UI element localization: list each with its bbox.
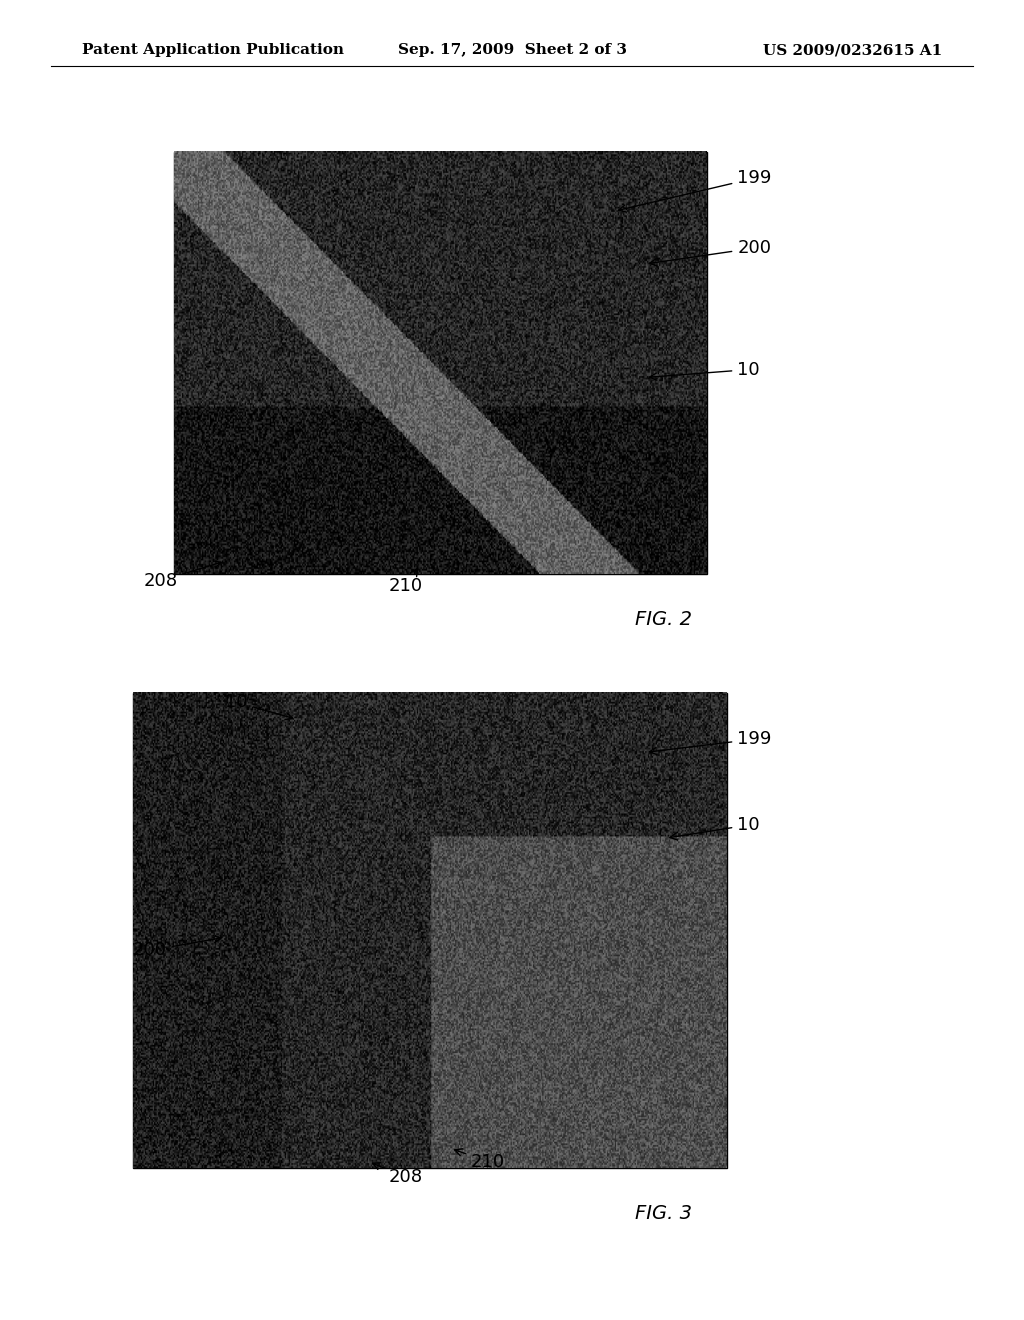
Text: US 2009/0232615 A1: US 2009/0232615 A1 [763, 44, 942, 57]
FancyBboxPatch shape [174, 152, 707, 574]
Text: 210: 210 [455, 1148, 505, 1171]
Text: 199: 199 [649, 730, 772, 755]
Text: 10: 10 [649, 360, 760, 380]
Text: 200: 200 [649, 239, 771, 265]
Text: 208: 208 [143, 561, 221, 590]
Text: 208: 208 [373, 1163, 423, 1187]
Text: 10: 10 [670, 816, 760, 840]
Text: 199: 199 [618, 169, 772, 213]
FancyBboxPatch shape [133, 693, 727, 1168]
Text: 200: 200 [133, 936, 221, 960]
Text: FIG. 2: FIG. 2 [635, 610, 692, 628]
Text: 210: 210 [389, 569, 423, 595]
Text: Patent Application Publication: Patent Application Publication [82, 44, 344, 57]
Text: Sep. 17, 2009  Sheet 2 of 3: Sep. 17, 2009 Sheet 2 of 3 [397, 44, 627, 57]
Text: FIG. 3: FIG. 3 [635, 1204, 692, 1222]
Text: 10: 10 [225, 693, 293, 719]
